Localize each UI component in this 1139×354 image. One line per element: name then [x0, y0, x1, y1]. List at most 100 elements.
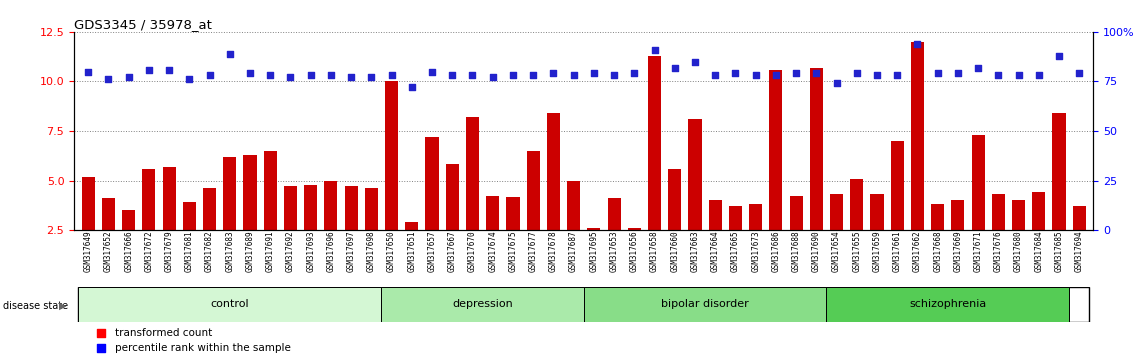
Bar	[203, 188, 216, 230]
Text: GSM317689: GSM317689	[246, 230, 254, 272]
Point	[827, 81, 845, 86]
Point	[767, 73, 785, 78]
Bar	[850, 178, 863, 230]
Point	[990, 73, 1008, 78]
Text: transformed count: transformed count	[115, 328, 212, 338]
Text: GSM317664: GSM317664	[711, 230, 720, 272]
Point	[140, 67, 158, 72]
Point	[221, 51, 239, 57]
Bar	[182, 202, 196, 230]
Bar	[263, 151, 277, 230]
Point	[281, 75, 300, 80]
Point	[403, 85, 421, 90]
Point	[565, 73, 583, 78]
Text: GSM317672: GSM317672	[145, 230, 154, 272]
Text: GSM317650: GSM317650	[387, 230, 396, 272]
Text: GDS3345 / 35978_at: GDS3345 / 35978_at	[74, 18, 212, 31]
Point	[322, 73, 341, 78]
Bar	[79, 287, 382, 322]
Bar	[466, 117, 480, 230]
Point	[484, 75, 502, 80]
Point	[625, 71, 644, 76]
Point	[383, 73, 401, 78]
Bar	[426, 137, 439, 230]
Point	[808, 71, 826, 76]
Bar	[223, 157, 237, 230]
Bar	[708, 200, 722, 230]
Point	[99, 76, 117, 82]
Point	[302, 73, 320, 78]
Point	[605, 73, 623, 78]
Bar	[972, 135, 985, 230]
Text: GSM317652: GSM317652	[104, 230, 113, 272]
Point	[159, 67, 178, 72]
Text: GSM317656: GSM317656	[630, 230, 639, 272]
Bar	[648, 56, 661, 230]
Text: GSM317649: GSM317649	[83, 230, 92, 272]
Point	[503, 73, 522, 78]
Bar	[870, 194, 884, 230]
Bar	[789, 196, 803, 230]
Bar	[345, 187, 358, 230]
Text: GSM317674: GSM317674	[489, 230, 498, 272]
Text: bipolar disorder: bipolar disorder	[662, 299, 749, 309]
Point	[362, 75, 380, 80]
Point	[1050, 53, 1068, 58]
Point	[787, 71, 805, 76]
Bar	[992, 194, 1005, 230]
Point	[200, 73, 219, 78]
Text: GSM317687: GSM317687	[570, 230, 579, 272]
Text: GSM317693: GSM317693	[306, 230, 316, 272]
Bar	[830, 194, 843, 230]
Text: GSM317695: GSM317695	[589, 230, 598, 272]
Bar	[385, 81, 399, 230]
Bar	[810, 68, 822, 230]
Text: GSM317692: GSM317692	[286, 230, 295, 272]
Bar	[405, 222, 418, 230]
Text: GSM317694: GSM317694	[1075, 230, 1084, 272]
Bar	[1013, 200, 1025, 230]
Text: GSM317661: GSM317661	[893, 230, 902, 272]
Point	[727, 71, 745, 76]
Point	[847, 71, 866, 76]
Point	[1030, 73, 1048, 78]
Point	[949, 71, 967, 76]
Text: GSM317691: GSM317691	[265, 230, 274, 272]
Point	[1071, 71, 1089, 76]
Point	[443, 73, 461, 78]
Text: GSM317657: GSM317657	[427, 230, 436, 272]
Text: GSM317688: GSM317688	[792, 230, 801, 272]
Bar	[931, 204, 944, 230]
Text: GSM317697: GSM317697	[346, 230, 355, 272]
Text: GSM317675: GSM317675	[508, 230, 517, 272]
Text: GSM317696: GSM317696	[327, 230, 335, 272]
Bar	[486, 196, 499, 230]
Text: percentile rank within the sample: percentile rank within the sample	[115, 343, 290, 353]
Text: GSM317698: GSM317698	[367, 230, 376, 272]
Bar	[547, 113, 560, 230]
Point	[79, 69, 97, 74]
Text: GSM317683: GSM317683	[226, 230, 235, 272]
Text: GSM317666: GSM317666	[124, 230, 133, 272]
Text: ▶: ▶	[58, 301, 66, 311]
Text: GSM317668: GSM317668	[933, 230, 942, 272]
Bar	[1032, 193, 1046, 230]
Point	[524, 73, 542, 78]
Bar	[122, 210, 136, 230]
Bar	[891, 141, 904, 230]
Text: GSM317655: GSM317655	[852, 230, 861, 272]
Point	[686, 59, 704, 64]
Bar	[325, 181, 337, 230]
Bar	[628, 228, 641, 230]
Text: GSM317680: GSM317680	[1014, 230, 1023, 272]
Text: GSM317678: GSM317678	[549, 230, 558, 272]
Bar	[163, 167, 175, 230]
Bar	[244, 155, 256, 230]
Bar	[101, 198, 115, 230]
Text: GSM317686: GSM317686	[771, 230, 780, 272]
Text: schizophrenia: schizophrenia	[909, 299, 986, 309]
Text: GSM317660: GSM317660	[670, 230, 679, 272]
Point	[240, 71, 259, 76]
Point	[544, 71, 563, 76]
Text: GSM317654: GSM317654	[833, 230, 841, 272]
